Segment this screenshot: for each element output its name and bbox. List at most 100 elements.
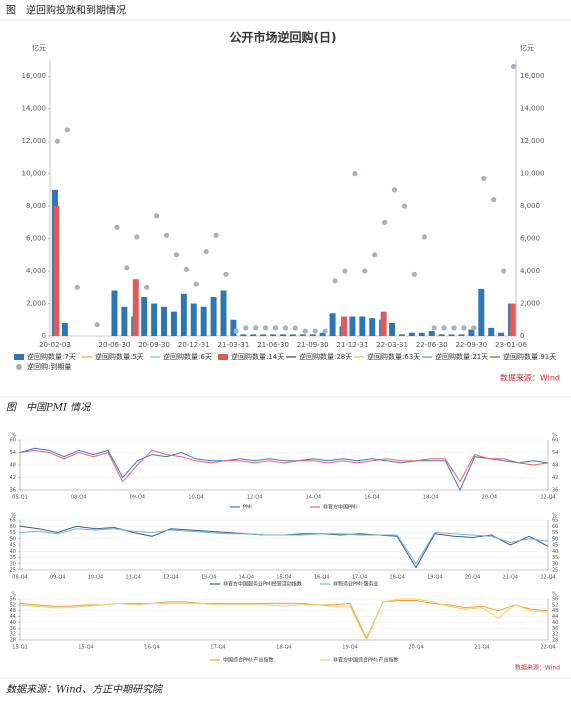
x-tick-label: 10-Q4 [88,575,103,581]
scatter-point [481,175,487,182]
y-tick-label: 45 [10,543,16,549]
scatter-point [144,284,150,290]
legend-label: 非官方中国PMI [323,504,357,511]
x-tick-label: 21-12-31 [337,341,369,349]
legend-label: 逆回购数量:5天 [95,352,144,361]
x-tick-label: 20-Q4 [408,645,423,651]
y-tick-label: 40 [10,549,16,555]
y2-tick-label: 40 [552,549,558,555]
legend-label: 逆回购数量:91天 [503,352,556,361]
x-tick-label: 21-09-30 [297,341,329,349]
x-tick-label: 22-06-30 [416,341,448,349]
y2-tick-label: 16,000 [520,72,545,80]
scatter-point [134,234,140,240]
x-tick-label: 21-Q4 [503,575,518,581]
scatter-point [421,234,427,240]
scatter-point [74,284,80,290]
x-tick-label: 16-Q4 [314,575,329,581]
x-tick-label: 15-Q4 [276,575,291,581]
y2-tick-label: 36 [552,626,558,632]
x-tick-label: 19-Q4 [427,575,442,581]
scatter-point [411,271,417,277]
y-tick-label: 4,000 [26,267,46,275]
y-tick-label: 40 [10,620,16,626]
bar [448,334,455,336]
x-tick-label: 16-Q4 [364,495,379,501]
line-series [19,528,549,565]
x-tick-label: 08-Q4 [71,495,86,501]
y-tick-label: 0 [42,332,46,340]
scatter-point [223,271,229,277]
bar [438,334,445,336]
scatter-point [401,203,408,209]
bar [299,334,306,336]
scatter-point [441,325,447,331]
scatter-point [372,252,378,258]
line-series [19,447,549,492]
x-tick-label: 19-Q4 [342,645,357,651]
y-tick-label: 55 [10,530,16,536]
y2-tick-label: 0 [520,332,524,340]
chart-title: 公开市场逆回购(日) [230,30,337,45]
scatter-point [431,325,437,331]
y-tick-label: 60 [10,438,16,444]
x-tick-label: 20-Q4 [482,495,497,501]
bar [319,332,326,336]
y-tick-label: 12,000 [22,137,47,145]
scatter-point [253,325,259,331]
y-tick-label: 48 [10,463,16,469]
scatter-point [54,138,61,144]
scatter-point [203,248,209,255]
x-tick-label: 10-Q4 [188,495,203,501]
y2-axis-unit: 亿元 [520,43,534,52]
scatter-point [64,127,70,133]
bar [141,297,148,336]
legend-label: 逆回购:到期量 [27,362,71,371]
scatter-point [471,325,477,331]
x-tick-label: 12-Q4 [163,575,178,581]
y-tick-label: 6,000 [26,235,46,243]
bar [458,334,465,336]
bar [380,311,387,336]
y2-tick-label: 60 [552,438,558,444]
bar [389,323,396,336]
y2-tick-label: 10,000 [520,170,545,178]
chart-source: 数据来源：Wind [515,664,560,672]
y2-axis-unit: % [552,433,557,439]
legend-label: PMI [243,505,252,511]
y2-tick-label: 25 [552,568,558,574]
bar [210,297,217,336]
y2-tick-label: 6,000 [520,235,540,243]
x-tick-label: 22-Q4 [540,575,555,581]
scatter-point [391,187,398,193]
bar [359,316,366,336]
scatter-point [183,266,189,273]
bar [468,329,475,336]
figure-caption: 图 逆回购投放和到期情况 [6,4,126,17]
y2-tick-label: 54 [552,450,558,456]
y-tick-label: 65 [10,518,16,524]
scatter-point [322,328,328,334]
x-tick-label: 15-Q4 [78,645,93,651]
legend-label: 非官方中国综合PMI:产出指数 [333,657,399,664]
scatter-point [153,213,160,219]
y2-tick-label: 12,000 [520,137,545,145]
scatter-point [461,325,467,331]
scatter-point [94,322,100,328]
bar [190,303,197,336]
y2-tick-label: 44 [552,614,558,620]
x-tick-label: 18-Q4 [276,645,291,651]
y2-tick-label: 55 [552,530,558,536]
y2-tick-label: 32 [552,632,558,638]
scatter-point [193,281,199,287]
bar [260,334,267,336]
figure-caption: 图 中国PMI 情况 [6,402,91,414]
y-tick-label: 32 [10,632,16,638]
bar [200,306,207,336]
y-tick-label: 14,000 [22,105,47,113]
x-tick-label: 22-03-31 [376,341,408,349]
y2-tick-label: 60 [552,524,558,530]
scatter-point [302,328,308,334]
y-tick-label: 50 [10,536,16,542]
y-axis-unit: % [11,592,16,598]
